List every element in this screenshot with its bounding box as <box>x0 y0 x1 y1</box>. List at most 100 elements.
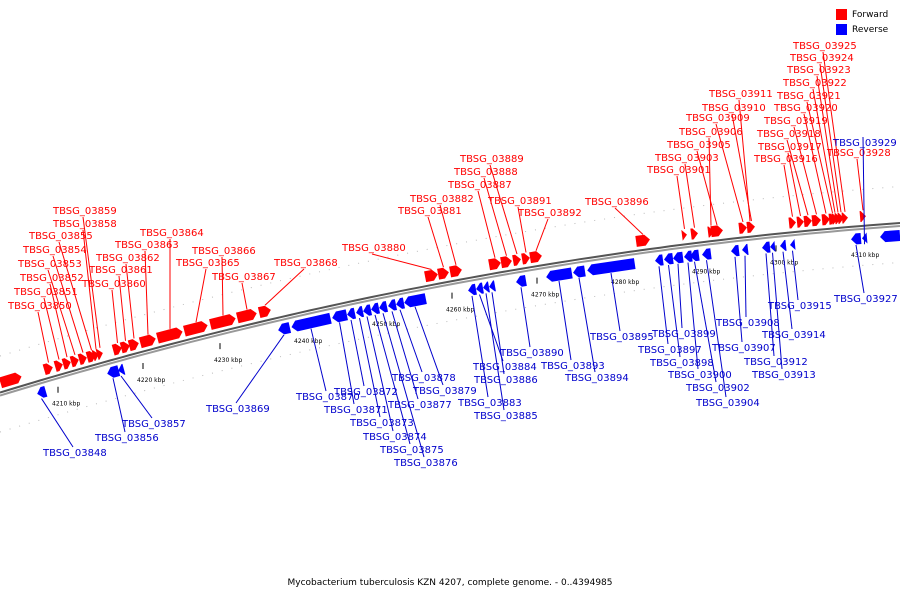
forward-gene-label: TBSG_03880 <box>341 243 406 254</box>
forward-gene-label: TBSG_03860 <box>81 279 146 290</box>
legend-forward: Forward <box>836 7 888 22</box>
scale-tick-label: 4210 kbp <box>52 401 80 408</box>
forward-gene-arrow <box>635 234 650 247</box>
forward-gene-label: TBSG_03891 <box>487 196 552 207</box>
forward-gene-arrow <box>257 305 271 319</box>
reverse-gene-arrow <box>404 293 427 308</box>
reverse-gene-arrow <box>684 250 693 262</box>
forward-gene-connector <box>125 263 135 339</box>
forward-gene-connector <box>371 253 432 271</box>
forward-gene-label: TBSG_03854 <box>22 245 87 256</box>
reverse-swatch <box>836 24 847 35</box>
reverse-gene-label: TBSG_03877 <box>387 400 452 411</box>
reverse-gene-connector <box>120 375 153 419</box>
forward-gene-connector <box>144 250 149 335</box>
forward-gene-label: TBSG_03866 <box>191 246 256 257</box>
forward-gene-label: TBSG_03863 <box>114 240 179 251</box>
reverse-gene-label: TBSG_03898 <box>649 358 714 369</box>
forward-gene-connector <box>489 164 518 255</box>
forward-gene-label: TBSG_03882 <box>409 194 474 205</box>
reverse-gene-connector <box>855 244 865 294</box>
reverse-gene-arrow <box>573 265 586 278</box>
forward-gene-arrow <box>796 216 804 228</box>
forward-gene-label: TBSG_03925 <box>792 41 857 52</box>
forward-gene-label: TBSG_03861 <box>88 265 153 276</box>
forward-gene-arrow <box>138 334 156 349</box>
forward-gene-label: TBSG_03922 <box>782 78 847 89</box>
forward-gene-connector <box>715 123 744 223</box>
reverse-gene-connector <box>744 255 747 318</box>
reverse-gene-arrow <box>356 305 365 318</box>
reverse-gene-arrow <box>379 301 389 313</box>
reverse-gene-label: TBSG_03890 <box>499 348 564 359</box>
forward-gene-label: TBSG_03853 <box>17 259 82 270</box>
reverse-gene-arrow <box>363 304 373 316</box>
reverse-gene-arrow <box>278 322 292 335</box>
reverse-gene-arrow <box>388 299 398 311</box>
forward-gene-label: TBSG_03905 <box>666 140 731 151</box>
forward-gene-arrow <box>437 267 449 280</box>
forward-gene-arrow <box>841 212 848 224</box>
reverse-gene-connector <box>359 318 381 418</box>
forward-gene-label: TBSG_03918 <box>756 129 821 140</box>
forward-gene-connector <box>111 289 118 344</box>
forward-gene-arrow <box>803 215 812 228</box>
reverse-gene-label: TBSG_03875 <box>379 445 444 456</box>
reverse-gene-connector <box>578 277 596 373</box>
legend: Forward Reverse <box>836 7 888 37</box>
forward-gene-arrow <box>500 256 512 269</box>
reverse-gene-arrow <box>546 267 573 282</box>
forward-gene-arrow <box>424 269 438 283</box>
forward-gene-arrow <box>119 341 130 354</box>
forward-gene-label: TBSG_03852 <box>19 273 84 284</box>
reverse-gene-label: TBSG_03927 <box>833 294 898 305</box>
forward-gene-arrow <box>859 211 866 223</box>
reverse-gene-arrow <box>742 243 749 255</box>
reverse-gene-connector <box>668 264 681 358</box>
reverse-gene-connector <box>610 272 621 332</box>
reverse-gene-connector <box>112 378 126 433</box>
reverse-gene-arrow <box>673 251 684 264</box>
reverse-gene-label: TBSG_03915 <box>767 301 832 312</box>
forward-gene-connector <box>812 88 836 213</box>
reverse-gene-label: TBSG_03878 <box>391 373 456 384</box>
forward-gene-arrow <box>690 228 698 240</box>
reverse-gene-connector <box>471 295 489 398</box>
forward-gene-label: TBSG_03896 <box>584 197 649 208</box>
reverse-gene-arrow <box>587 258 636 276</box>
reverse-gene-label: TBSG_03884 <box>472 362 537 373</box>
reverse-gene-connector <box>558 280 572 361</box>
reverse-gene-connector <box>792 250 799 301</box>
forward-gene-arrow <box>811 214 821 227</box>
forward-gene-label: TBSG_03887 <box>447 180 512 191</box>
forward-gene-connector <box>614 207 644 235</box>
reverse-gene-connector <box>310 328 327 392</box>
reverse-gene-label: TBSG_03870 <box>295 392 360 403</box>
map-caption: Mycobacterium tuberculosis KZN 4207, com… <box>287 578 613 588</box>
forward-gene-connector <box>816 75 839 213</box>
reverse-gene-label: TBSG_03902 <box>685 383 750 394</box>
reverse-gene-arrow <box>107 365 121 378</box>
forward-gene-arrow <box>746 221 753 233</box>
reverse-gene-arrow <box>516 275 527 287</box>
forward-gene-arrow <box>831 213 838 225</box>
reverse-gene-label: TBSG_03856 <box>94 433 159 444</box>
forward-gene-connector <box>52 255 84 353</box>
reverse-gene-label: TBSG_03900 <box>667 370 732 381</box>
reverse-gene-label: TBSG_03907 <box>711 343 776 354</box>
forward-gene-arrow <box>738 222 747 234</box>
backbone-upper <box>0 222 900 394</box>
reverse-gene-label: TBSG_03914 <box>761 330 826 341</box>
reverse-gene-arrow <box>702 248 712 260</box>
reverse-gene-label: TBSG_03872 <box>333 387 398 398</box>
forward-gene-connector <box>708 137 712 226</box>
forward-gene-connector <box>517 206 527 253</box>
forward-gene-arrow <box>111 343 122 356</box>
reverse-gene-arrow <box>476 282 484 294</box>
reverse-gene-label: TBSG_03886 <box>473 375 538 386</box>
reverse-gene-arrow <box>690 249 700 262</box>
forward-gene-arrow <box>681 229 687 241</box>
legend-reverse-label: Reverse <box>852 24 889 35</box>
reverse-gene-arrow <box>332 309 348 323</box>
reverse-gene-arrow <box>851 233 862 245</box>
